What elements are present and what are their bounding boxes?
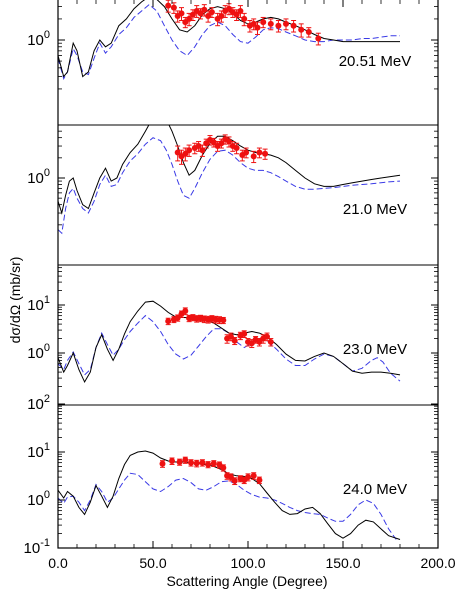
data-point (220, 464, 227, 471)
x-tick-label: 0.0 (48, 555, 68, 571)
x-tick-label: 150.0 (325, 555, 360, 571)
data-point (231, 477, 238, 484)
data-point (189, 11, 196, 18)
dashed-curve (58, 137, 401, 235)
panel: 100 21.0 MeV (27, 124, 438, 235)
data-point (176, 458, 183, 465)
x-axis-title: Scattering Angle (Degree) (166, 573, 327, 589)
y-tick-label: 100 (27, 489, 50, 509)
data-point (182, 150, 189, 157)
data-point (233, 11, 240, 18)
data-point (241, 330, 248, 337)
data-point (205, 461, 212, 468)
panel-plot-area (58, 300, 401, 383)
data-point (315, 35, 322, 42)
dashed-curve (58, 3, 400, 81)
data-point (182, 457, 189, 464)
panel-energy-label: 21.0 MeV (343, 201, 407, 218)
data-point (159, 460, 166, 467)
x-tick-label: 100.0 (230, 555, 265, 571)
data-point (250, 153, 257, 160)
data-point (197, 10, 204, 17)
data-point (218, 140, 225, 147)
y-tick-label: 102 (27, 393, 50, 413)
data-point (243, 149, 250, 156)
y-tick-label: 100 (27, 342, 50, 362)
y-tick-label: 100 (27, 167, 50, 187)
data-point (305, 29, 312, 36)
plot-border (57, 0, 439, 549)
data-point (245, 474, 251, 481)
y-axis-title: dσ/dΩ (mb/sr) (7, 257, 23, 344)
data-point (298, 26, 305, 33)
data-point (193, 460, 200, 467)
data-point (188, 459, 194, 466)
data-point (210, 139, 217, 146)
data-point (227, 474, 234, 481)
data-point (233, 145, 240, 152)
data-point (195, 143, 202, 150)
solid-curve (58, 125, 401, 215)
data-point (231, 337, 238, 344)
data-point (290, 22, 297, 29)
panel: 102 101 100 10-1 24.0 MeV (24, 393, 438, 557)
data-point (283, 20, 289, 27)
panels-group: 100 20.51 MeV 100 21.0 MeV 101 100 23.0 MeV 102… (24, 0, 438, 557)
y-tick-label: 10-1 (24, 537, 50, 557)
data-point (178, 10, 185, 17)
data-point (218, 13, 225, 20)
data-point (267, 20, 274, 27)
data-point (174, 314, 181, 321)
panel-plot-area (58, 0, 400, 81)
data-point (250, 472, 257, 479)
y-tick-label: 101 (27, 294, 50, 314)
data-point (182, 307, 189, 314)
data-point (237, 7, 244, 14)
panel: 101 100 23.0 MeV (27, 264, 438, 387)
data-point (275, 22, 282, 29)
data-point (170, 4, 177, 11)
data-point (199, 147, 206, 154)
data-point (208, 9, 215, 16)
panel: 100 20.51 MeV (27, 0, 438, 90)
data-point (256, 149, 263, 156)
data-point (165, 2, 172, 9)
data-point (199, 459, 206, 466)
y-tick-label: 100 (27, 29, 50, 49)
data-point (201, 6, 208, 13)
data-point (169, 457, 175, 464)
panel-energy-label: 20.51 MeV (339, 53, 412, 70)
data-point (262, 150, 269, 157)
x-axis: 0.0 50.0 100.0 150.0 200.0 (48, 0, 456, 571)
data-point (267, 338, 274, 345)
panel-plot-area (58, 125, 401, 235)
data-point (174, 149, 181, 156)
panel-plot-area (58, 450, 401, 540)
panel-energy-label: 23.0 MeV (343, 341, 407, 358)
data-point (254, 24, 261, 31)
data-point (165, 318, 172, 325)
data-point (226, 138, 232, 145)
data-point (260, 19, 267, 26)
dashed-curve (58, 472, 397, 540)
panel-energy-label: 24.0 MeV (343, 481, 407, 498)
y-tick-label: 101 (27, 441, 50, 461)
data-point (210, 460, 217, 467)
data-point (220, 317, 227, 324)
data-point (227, 333, 234, 340)
plot-frame (57, 0, 439, 549)
data-point (186, 147, 193, 154)
x-tick-label: 200.0 (420, 555, 455, 571)
data-point (256, 477, 263, 484)
data-point (241, 15, 248, 22)
data-point (248, 340, 255, 347)
x-tick-label: 50.0 (139, 555, 166, 571)
